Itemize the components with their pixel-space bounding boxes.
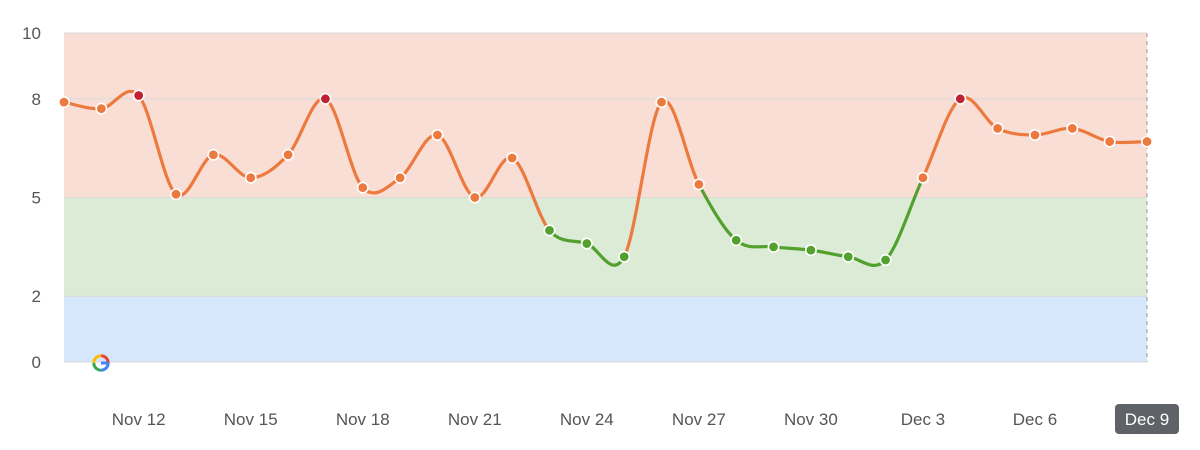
data-point[interactable] — [207, 148, 220, 161]
x-axis-ticks: Nov 12 Nov 15 Nov 18 Nov 21 Nov 24 Nov 27 Nov … — [112, 404, 1179, 434]
x-tick-label: Nov 27 — [672, 410, 726, 429]
data-point[interactable] — [57, 96, 70, 109]
data-point[interactable] — [692, 178, 705, 191]
data-point[interactable] — [991, 122, 1004, 135]
x-tick-label: Dec 6 — [1013, 410, 1057, 429]
data-point[interactable] — [394, 171, 407, 184]
data-point[interactable] — [954, 92, 967, 105]
data-point[interactable] — [431, 128, 444, 141]
series-segment — [137, 93, 178, 196]
data-point[interactable] — [1103, 135, 1116, 148]
data-point[interactable] — [170, 188, 183, 201]
series-points — [57, 89, 1154, 267]
x-tick-label: Nov 18 — [336, 410, 390, 429]
data-point[interactable] — [356, 181, 369, 194]
x-tick-label-current: Dec 9 — [1125, 410, 1169, 429]
x-tick-label: Nov 12 — [112, 410, 166, 429]
data-point[interactable] — [506, 152, 519, 165]
series-segment — [883, 176, 925, 262]
data-point[interactable] — [655, 96, 668, 109]
x-tick-label: Nov 24 — [560, 410, 614, 429]
data-point[interactable] — [618, 250, 631, 263]
data-point[interactable] — [767, 240, 780, 253]
data-point[interactable] — [916, 171, 929, 184]
zone-band-0 — [64, 296, 1147, 362]
data-point[interactable] — [1028, 128, 1041, 141]
y-tick-label: 2 — [32, 287, 41, 306]
data-point[interactable] — [804, 244, 817, 257]
data-point[interactable] — [132, 89, 145, 102]
data-point[interactable] — [543, 224, 556, 237]
data-point[interactable] — [580, 237, 593, 250]
series-segment — [622, 100, 664, 259]
x-tick-label: Dec 3 — [901, 410, 945, 429]
data-point[interactable] — [730, 234, 743, 247]
zone-band-2 — [64, 33, 1147, 198]
data-point[interactable] — [244, 171, 257, 184]
data-point[interactable] — [1141, 135, 1154, 148]
google-g-icon — [92, 354, 110, 372]
y-tick-label: 8 — [32, 90, 41, 109]
data-point[interactable] — [842, 250, 855, 263]
data-point[interactable] — [1066, 122, 1079, 135]
data-point[interactable] — [319, 92, 332, 105]
data-point[interactable] — [95, 102, 108, 115]
zone-bands — [64, 33, 1147, 362]
y-tick-label: 0 — [32, 353, 41, 372]
y-tick-label: 10 — [22, 24, 41, 43]
zone-band-1 — [64, 197, 1147, 297]
x-tick-label: Nov 21 — [448, 410, 502, 429]
data-point[interactable] — [879, 254, 892, 267]
data-point[interactable] — [468, 191, 481, 204]
x-tick-label: Nov 15 — [224, 410, 278, 429]
data-point[interactable] — [282, 148, 295, 161]
x-tick-label: Nov 30 — [784, 410, 838, 429]
y-tick-label: 5 — [32, 189, 41, 208]
y-axis-ticks: 0 2 5 8 10 — [22, 24, 41, 372]
x-tick-highlight — [1115, 404, 1179, 434]
